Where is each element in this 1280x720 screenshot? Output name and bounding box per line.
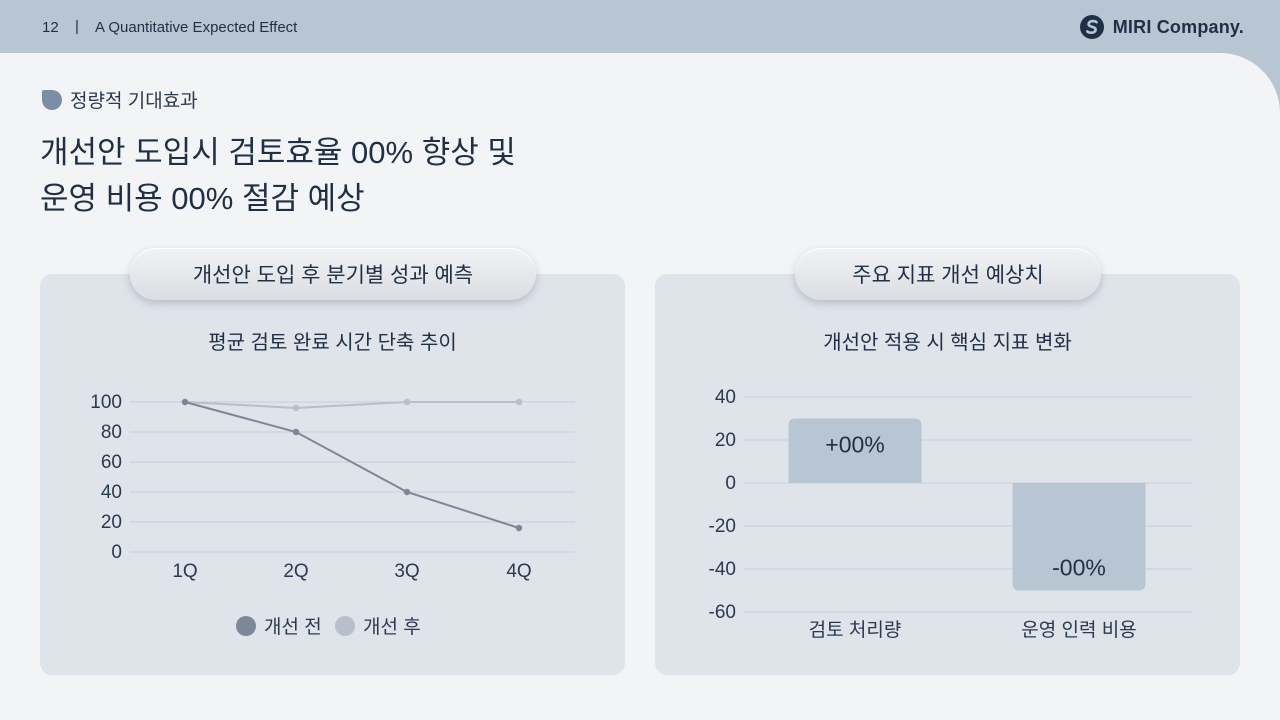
- legend-after: 개선 후: [335, 612, 421, 639]
- line-series-before: [184, 401, 520, 529]
- line-chart-x-tick: 2Q: [283, 561, 308, 582]
- bar-data-label: -00%: [1052, 555, 1106, 581]
- title-line-1: 개선안 도입시 검토효율 00% 향상 및: [40, 135, 516, 170]
- indicator-panel: [655, 274, 1240, 675]
- leaf-icon: [42, 89, 62, 110]
- bar-chart-y-tick: -60: [709, 602, 736, 623]
- bar-chart-x-tick: 검토 처리량: [809, 619, 902, 641]
- legend-before-label: 개선 전: [264, 617, 322, 638]
- bar-chart-y-tick: 0: [725, 473, 736, 494]
- section-title: A Quantitative Expected Effect: [95, 19, 298, 36]
- line-chart-y-tick: 0: [111, 542, 122, 563]
- line-point-after: [292, 404, 300, 412]
- brand-name: MIRI Company.: [1112, 16, 1244, 37]
- bar-chart-y-tick: -40: [709, 559, 736, 580]
- bar-data-label: +00%: [825, 432, 884, 458]
- page-title: 개선안 도입시 검토효율 00% 향상 및 운영 비용 00% 절감 예상: [40, 130, 516, 222]
- line-chart-y-tick: 80: [101, 422, 122, 443]
- indicator-panel-label: 주요 지표 개선 예상치: [795, 248, 1101, 300]
- bar-chart-y-tick: 40: [715, 387, 736, 408]
- legend-before-swatch: [236, 615, 256, 636]
- bar-chart-x-tick: 운영 인력 비용: [1021, 619, 1136, 641]
- bar-1: [788, 418, 922, 483]
- title-line-2: 운영 비용 00% 절감 예상: [40, 181, 365, 216]
- legend-after-label: 개선 후: [363, 617, 421, 638]
- kicker-label: 정량적 기대효과: [70, 91, 198, 112]
- header-separator: |: [75, 18, 79, 35]
- line-chart-y-tick: 20: [101, 512, 122, 533]
- line-series-after: [184, 401, 519, 410]
- bar-chart-title: 개선안 적용 시 핵심 지표 변화: [823, 332, 1072, 354]
- line-chart-x-tick: 4Q: [506, 561, 531, 582]
- quarterly-panel-label: 개선안 도입 후 분기별 성과 예측: [130, 248, 536, 300]
- brand-logo: MIRI Company.: [1079, 14, 1244, 40]
- bar-2: [1012, 483, 1146, 591]
- quarterly-panel: [40, 274, 625, 675]
- line-chart-title: 평균 검토 완료 시간 단축 추이: [208, 332, 457, 354]
- line-point-before: [515, 524, 523, 532]
- line-point-before: [292, 428, 300, 436]
- line-point-after: [515, 398, 523, 406]
- line-point-before: [181, 398, 189, 406]
- bar-chart-y-tick: 20: [715, 430, 736, 451]
- line-point-after: [403, 398, 411, 406]
- legend-before: 개선 전: [236, 612, 322, 639]
- page-number: 12: [42, 19, 59, 36]
- top-bar: 12 | A Quantitative Expected Effect MIRI…: [0, 0, 1280, 56]
- line-chart-y-tick: 40: [101, 482, 122, 503]
- line-chart-y-tick: 60: [101, 452, 122, 473]
- line-chart-x-tick: 1Q: [172, 561, 197, 582]
- bar-chart-y-tick: -20: [709, 516, 736, 537]
- brand-logo-icon: [1079, 15, 1104, 39]
- section-kicker: 정량적 기대효과: [42, 86, 198, 113]
- line-point-before: [403, 488, 411, 496]
- legend-after-swatch: [335, 615, 355, 636]
- line-chart-y-tick: 100: [90, 392, 122, 413]
- line-chart-x-tick: 3Q: [394, 561, 419, 582]
